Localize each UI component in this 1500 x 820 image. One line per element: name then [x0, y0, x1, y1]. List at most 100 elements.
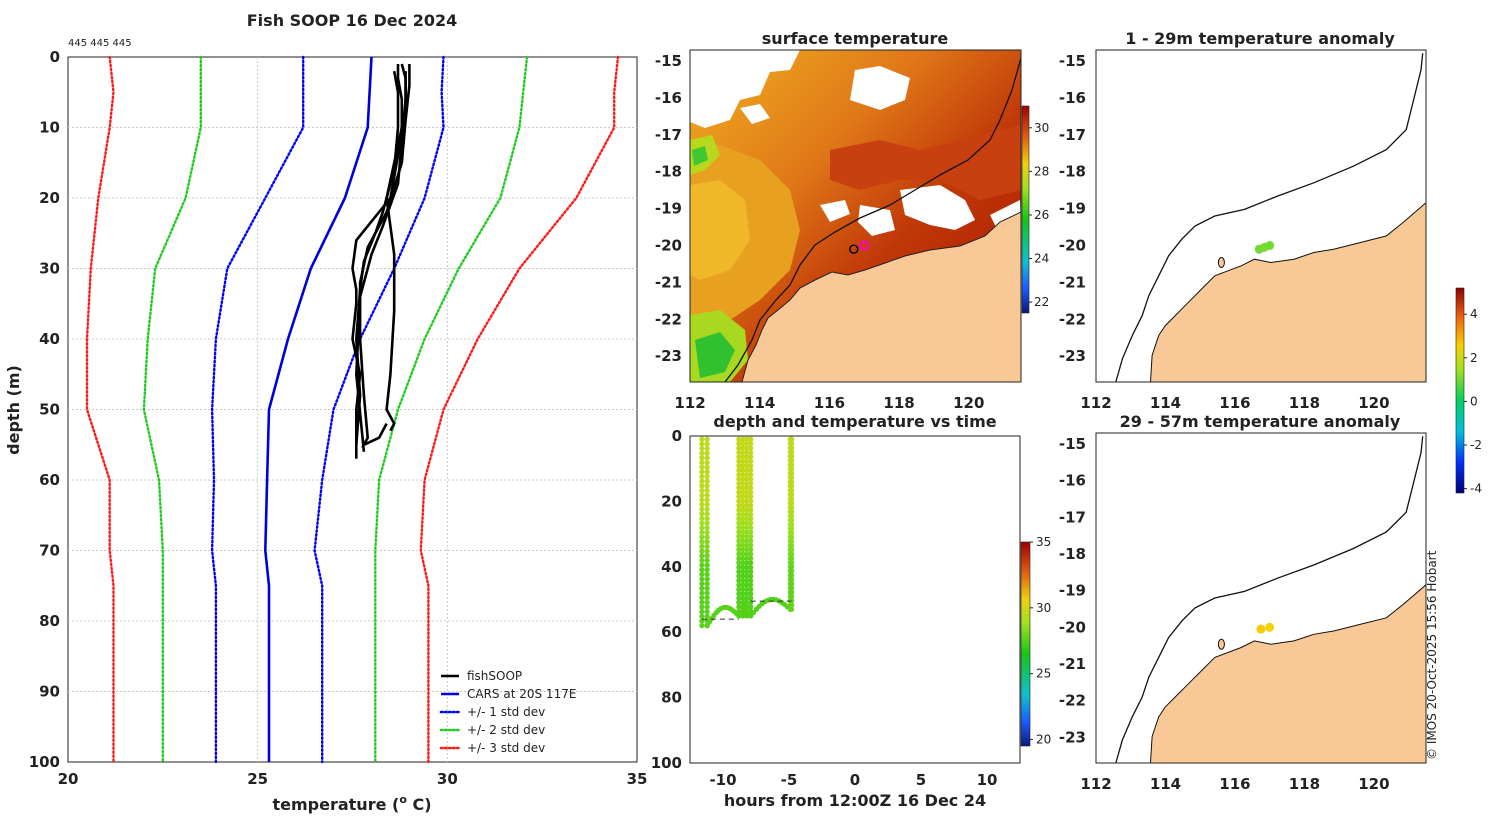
dt-point — [736, 502, 742, 509]
dt-point — [704, 595, 710, 601]
dt-scatter — [699, 436, 795, 629]
dt-point — [704, 501, 710, 508]
dt-point — [789, 581, 795, 587]
dt-point — [704, 441, 710, 447]
dt-point — [740, 476, 746, 482]
dt-point — [748, 529, 754, 535]
dt-point — [704, 520, 710, 526]
dt-point — [699, 469, 705, 475]
dt-ytick: 60 — [661, 623, 682, 641]
cb-ticklabel: 30 — [1036, 601, 1051, 615]
dt-point — [748, 476, 754, 482]
profile-legend: fishSOOP CARS at 20S 117E +/- 1 std dev +/-… — [439, 669, 576, 755]
profile-ytick: 0 — [50, 48, 60, 66]
dt-point — [699, 553, 705, 559]
dt-point — [789, 576, 795, 583]
map-ytick: -17 — [1059, 126, 1086, 144]
dt-point — [699, 557, 705, 564]
cb-ticklabel: 25 — [1036, 667, 1051, 681]
dt-ytick: 40 — [661, 558, 682, 576]
map-xtick: 120 — [1358, 394, 1389, 412]
dt-point — [748, 586, 754, 592]
dt-point — [699, 487, 705, 494]
dt-point — [744, 445, 750, 451]
fishsoop-profile-line — [385, 64, 404, 432]
dt-point — [736, 547, 742, 553]
profile-lines — [85, 55, 620, 764]
dt-point — [789, 602, 795, 608]
dt-point — [736, 511, 742, 517]
dt-point — [748, 441, 754, 447]
sst-boat-marker — [849, 244, 859, 254]
anomaly-point — [1265, 241, 1275, 251]
dt-point — [699, 473, 705, 480]
dt-point — [789, 525, 795, 532]
dt-point — [740, 502, 746, 509]
dt-point — [744, 436, 750, 442]
dt-point — [736, 608, 742, 615]
dt-point — [789, 589, 795, 595]
profile-ytick: 50 — [39, 401, 60, 419]
cb-ticklabel: 22 — [1034, 295, 1049, 309]
sst-colorbar-ticks: 22 24 26 28 30 — [1029, 121, 1049, 309]
std1-low-line — [210, 55, 305, 764]
dt-point — [744, 555, 750, 562]
dt-point — [789, 457, 795, 464]
map-xtick: 118 — [1289, 775, 1320, 793]
map-ytick: -17 — [655, 126, 682, 144]
anomaly-deep-panel: 29 - 57m temperature anomaly 112 114 116 11… — [1059, 412, 1427, 793]
dt-point — [736, 595, 742, 601]
dt-point — [744, 529, 750, 535]
map-ytick: -23 — [655, 347, 682, 365]
profile-panel: Fish SOOP 16 Dec 2024 445 445 445 20 25 30… — [4, 11, 647, 814]
map-ytick: -19 — [655, 200, 682, 218]
dt-point — [704, 473, 710, 480]
dt-xtick: 0 — [850, 771, 860, 789]
map-xtick: 118 — [883, 394, 914, 412]
dt-point — [744, 458, 750, 464]
dt-point — [748, 480, 754, 487]
dt-point — [789, 530, 795, 536]
map-ytick: -20 — [1059, 237, 1086, 255]
anomaly-deep-title: 29 - 57m temperature anomaly — [1120, 412, 1401, 431]
cb-ticklabel: -4 — [1470, 482, 1482, 496]
dt-point — [736, 555, 742, 562]
dt-point — [699, 459, 705, 466]
dt-point — [736, 529, 742, 535]
legend-label: +/- 3 std dev — [467, 741, 545, 755]
dt-point — [699, 576, 705, 582]
profile-xtick: 25 — [247, 770, 268, 788]
dt-point — [744, 463, 750, 469]
dt-point — [744, 551, 750, 557]
dt-point — [740, 542, 746, 548]
sst-patch — [900, 185, 975, 230]
dt-point — [740, 560, 746, 566]
map-xtick: 120 — [953, 394, 984, 412]
anomaly-deep-map — [1115, 436, 1426, 763]
dt-point — [748, 564, 754, 570]
anomaly-deep-points — [1256, 622, 1275, 634]
dt-point — [736, 449, 742, 456]
profile-ytick: 10 — [39, 119, 60, 137]
anomaly-island — [1217, 256, 1225, 268]
dt-point — [748, 507, 754, 513]
anomaly-deep-axes-box — [1095, 432, 1427, 764]
dt-point — [744, 613, 750, 619]
dt-point — [699, 571, 705, 578]
dt-point — [740, 591, 746, 597]
dt-point — [699, 455, 705, 461]
dt-point — [740, 595, 746, 601]
dt-point — [704, 567, 710, 573]
sst-patch — [850, 66, 910, 110]
dt-ytick: 80 — [661, 689, 682, 707]
dt-point — [699, 483, 705, 489]
dt-point — [740, 485, 746, 491]
dt-point — [699, 618, 705, 624]
dt-point — [744, 538, 750, 544]
sst-ticks: 112 114 116 118 120 -15 -16 -17 -18 -19 -20 -21 -22 -… — [655, 52, 985, 412]
dt-point — [736, 436, 742, 442]
dt-xtick: 5 — [916, 771, 926, 789]
anomaly-shelf-contour — [1115, 53, 1424, 382]
dt-point — [704, 483, 710, 489]
dt-point — [744, 485, 750, 491]
